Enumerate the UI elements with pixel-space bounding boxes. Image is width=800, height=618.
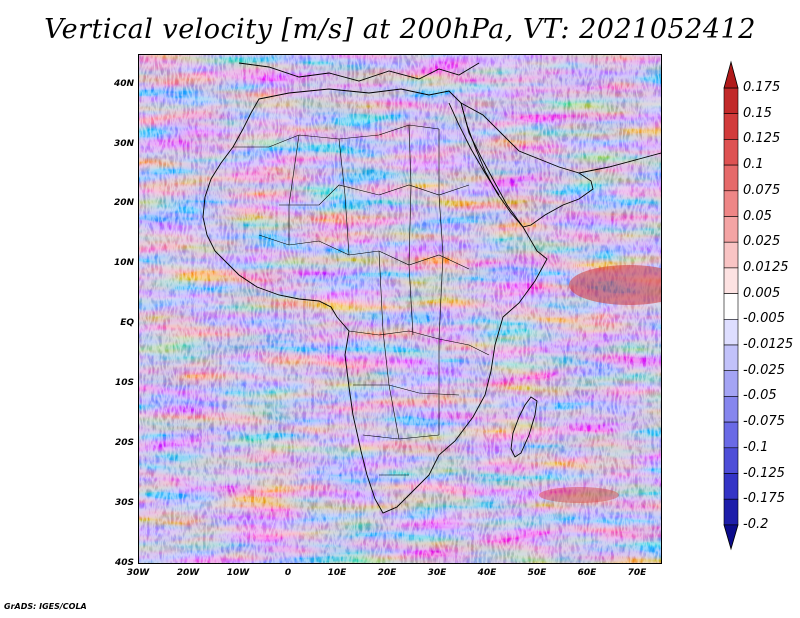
colorbar-label: -0.075 (743, 414, 785, 430)
colorbar-label: 0.15 (743, 105, 772, 121)
lat-label-10s: 10S (114, 378, 134, 388)
colorbar-label: 0.0125 (743, 259, 789, 275)
colorbar-swatch (723, 370, 739, 397)
country-borders (233, 124, 490, 476)
map-panel (138, 54, 662, 564)
lon-label-70e: 70E (627, 568, 647, 578)
ascent-patch-south (539, 487, 619, 503)
lon-label-0: 0 (284, 568, 292, 578)
colorbar-label: 0.025 (743, 234, 781, 250)
colorbar-swatch (723, 190, 739, 217)
colorbar-swatch (723, 164, 739, 192)
lat-label-30n: 30N (113, 139, 134, 149)
colorbar-swatch (723, 447, 739, 474)
lon-label-60e: 60E (577, 568, 597, 578)
arabia-coastline (460, 102, 594, 228)
lon-label-10w: 10W (226, 568, 250, 578)
colorbar-label: 0.125 (743, 131, 781, 147)
colorbar-swatch (723, 473, 739, 500)
colorbar-label: 0.05 (743, 208, 772, 224)
colorbar-swatch (723, 216, 739, 243)
colorbar-label: -0.005 (743, 311, 785, 327)
lat-label-20s: 20S (114, 438, 134, 448)
colorbar-label: -0.125 (743, 465, 785, 481)
lon-label-50e: 50E (527, 568, 547, 578)
colorbar-swatch (723, 87, 739, 115)
lat-label-40n: 40N (113, 79, 134, 89)
colorbar-label: -0.0125 (743, 337, 794, 352)
colorbar-label: -0.2 (743, 516, 769, 532)
lat-label-20n: 20N (113, 198, 134, 208)
map-field (139, 55, 661, 563)
lon-label-30w: 30W (126, 568, 150, 578)
colorbar-swatch (723, 113, 739, 140)
colorbar-swatch (723, 241, 739, 269)
lon-label-20w: 20W (176, 568, 200, 578)
colorbar-label: -0.05 (743, 388, 777, 404)
colorbar-bottom-arrow (723, 524, 739, 551)
colorbar-label: 0.175 (743, 80, 781, 95)
europe-coastline (238, 62, 480, 82)
colorbar-swatch (723, 396, 739, 423)
chart-title: Vertical velocity [m/s] at 200hPa, VT: 2… (44, 14, 756, 45)
colorbar-swatch (723, 139, 739, 166)
colorbar-swatch (723, 293, 739, 320)
colorbar-swatch (723, 344, 739, 372)
lon-label-30e: 30E (427, 568, 447, 578)
lat-label-30s: 30S (114, 498, 134, 508)
colorbar-label: -0.025 (743, 362, 785, 378)
colorbar-swatch (723, 421, 739, 449)
lat-label-10n: 10N (113, 258, 134, 268)
colorbar-top-arrow (723, 60, 739, 89)
lon-label-20e: 20E (377, 568, 397, 578)
ascent-patch-indian-ocean (569, 265, 661, 305)
madagascar-coastline (510, 396, 538, 458)
colorbar-swatch (723, 318, 739, 346)
colorbar-label: -0.1 (743, 439, 769, 455)
colorbar-label: -0.175 (743, 491, 785, 507)
coastlines (202, 62, 661, 514)
africa-coastline (202, 88, 548, 514)
field-speckle (139, 55, 661, 563)
colorbar-swatch (723, 498, 739, 526)
colorbar-label: 0.1 (743, 157, 764, 173)
colorbar-label: 0.075 (743, 182, 781, 198)
credit-text: GrADS: IGES/COLA (4, 602, 87, 611)
colorbar-label: 0.005 (743, 285, 781, 301)
red-sea (448, 102, 500, 196)
lat-label-eq: EQ (120, 318, 134, 328)
lat-label-40s: 40S (114, 558, 134, 568)
lon-label-10e: 10E (327, 568, 347, 578)
asia-coastline (578, 152, 661, 174)
colorbar-swatch (723, 267, 739, 294)
lon-label-40e: 40E (477, 568, 497, 578)
